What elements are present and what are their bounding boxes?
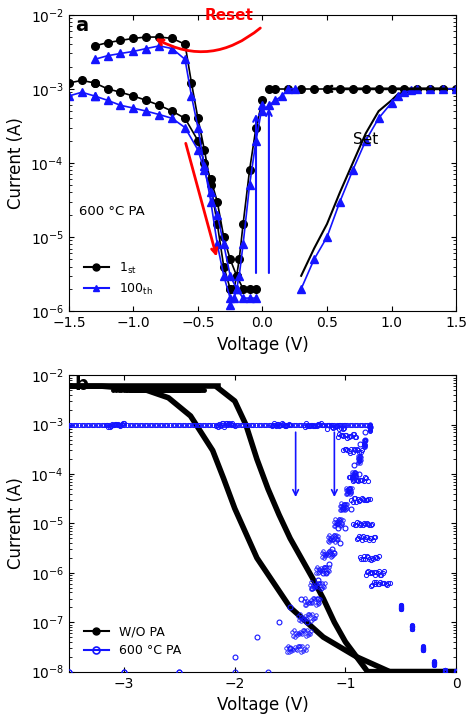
Text: a: a: [75, 16, 89, 35]
Legend: 1$_{\rm st}$, 100$_{\rm th}$: 1$_{\rm st}$, 100$_{\rm th}$: [79, 255, 158, 302]
Y-axis label: Current (A): Current (A): [7, 477, 25, 570]
Text: Set: Set: [353, 132, 378, 147]
Text: b: b: [74, 375, 88, 394]
Text: 600 °C PA: 600 °C PA: [79, 205, 145, 218]
Y-axis label: Current (A): Current (A): [7, 117, 25, 209]
X-axis label: Voltage (V): Voltage (V): [217, 696, 308, 714]
X-axis label: Voltage (V): Voltage (V): [217, 335, 308, 353]
Text: Reset: Reset: [204, 8, 253, 23]
Legend: W/O PA, 600 °C PA: W/O PA, 600 °C PA: [79, 620, 186, 663]
